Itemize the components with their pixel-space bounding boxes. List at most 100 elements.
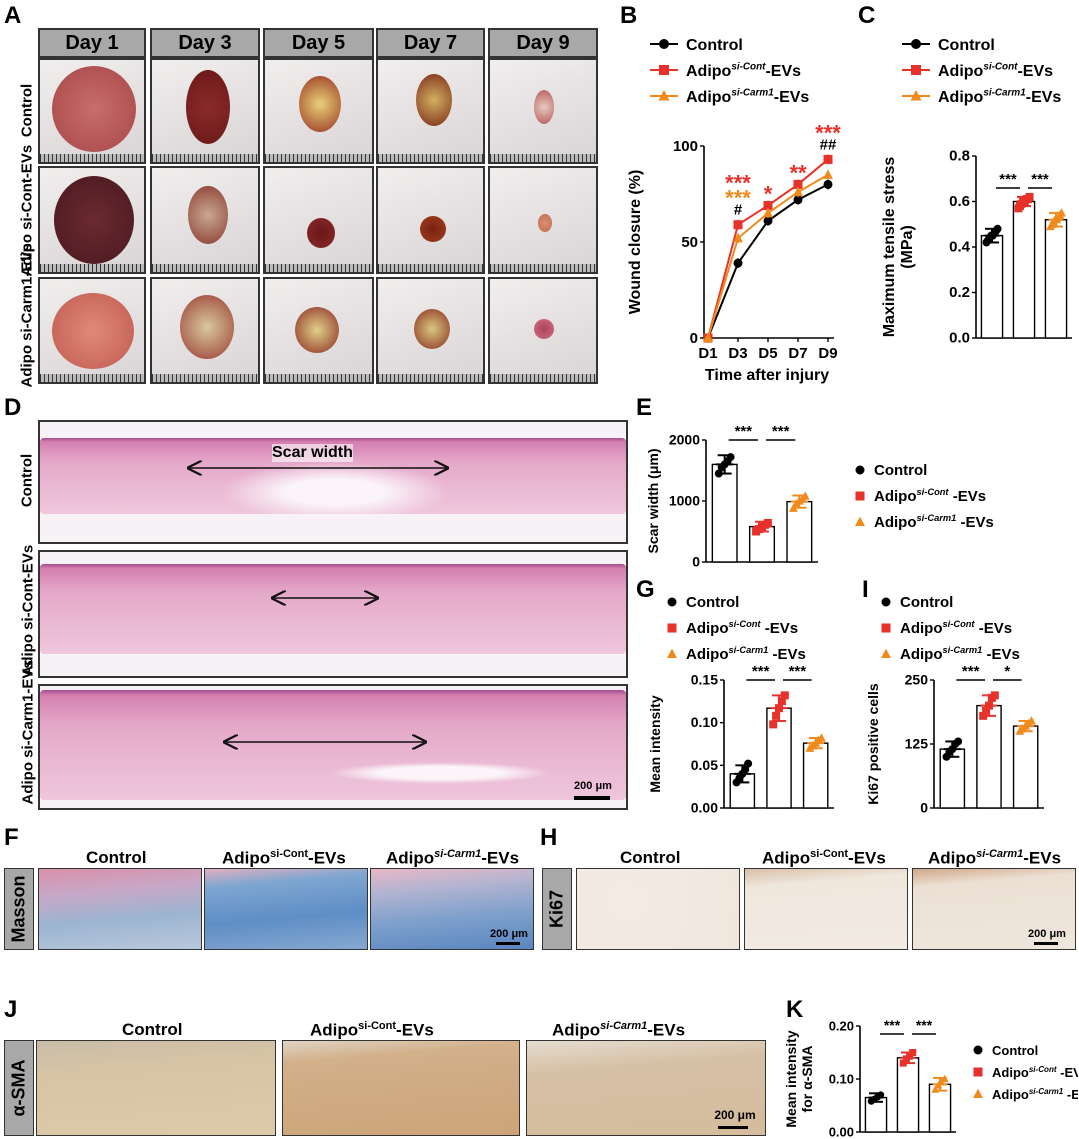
panel-label-f: F (4, 824, 19, 851)
ki67-image-sicarm (912, 868, 1076, 950)
chart-b-wound-closure: Control Adiposi-Cont-EVs Adiposi-Carm1-EVs… (627, 37, 841, 384)
chart-e-scar-width: 0 1000 2000 *** *** Scar width (μm) Control Adi… (645, 423, 994, 570)
significance-label: ** (789, 160, 807, 185)
legend-marker (973, 1045, 983, 1055)
bar (896, 1057, 920, 1133)
day-header: Day 3 (150, 28, 260, 58)
bar (711, 463, 738, 563)
title-sicont: Adiposi-Cont-EVs (222, 848, 346, 868)
y-tick-label: 250 (905, 672, 929, 688)
legend-marker (659, 65, 669, 75)
scale-bar (1034, 942, 1058, 945)
alpha-sma-image-sicarm (526, 1040, 766, 1136)
legend-marker (855, 516, 865, 527)
legend-label: Control (900, 594, 953, 611)
title-control: Control (122, 1020, 183, 1039)
data-point (906, 1052, 914, 1060)
scale-bar (718, 1126, 748, 1129)
panel-label-a: A (4, 2, 22, 29)
y-tick-label: 100 (673, 138, 698, 155)
data-point (982, 706, 991, 715)
y-tick-label: 0.10 (829, 1072, 854, 1087)
chart-i-ki67: Control Adiposi-Cont -EVs Adiposi-Carm1 -E… (865, 594, 1044, 816)
y-tick-label: 0.05 (691, 757, 718, 773)
legend-marker (911, 39, 921, 49)
legend-marker (659, 39, 669, 49)
significance-label: *** (772, 423, 790, 440)
he-section-control (38, 420, 628, 544)
y-tick-label: 0 (920, 800, 928, 816)
panel-label-b: B (620, 2, 638, 29)
he-section-sicont (38, 550, 628, 678)
y-tick-label: 0.8 (949, 148, 970, 165)
panel-label-g: G (636, 576, 655, 603)
y-tick-label: 50 (681, 234, 698, 251)
y-axis-label: Mean intensity (783, 1030, 799, 1127)
wound-photo (263, 58, 374, 164)
legend-label: Adiposi-Cont -EVs (992, 1065, 1078, 1080)
y-tick-label: 0.2 (949, 284, 970, 301)
legend-label: Adiposi-Carm1-EVs (686, 88, 809, 106)
wound-photo (376, 277, 485, 384)
x-axis-label: Time after injury (705, 367, 829, 384)
scale-bar-label: 200 μm (574, 780, 612, 792)
legend-label: Control (992, 1043, 1038, 1058)
data-point (793, 195, 803, 205)
legend-marker (911, 65, 921, 75)
significance-label: ## (820, 136, 837, 153)
significance-label: *** (725, 171, 751, 196)
legend-label: Adiposi-Carm1-EVs (938, 88, 1061, 106)
significance-label: *** (789, 663, 807, 680)
y-tick-label: 0 (692, 554, 700, 570)
chart-g-mean-intensity: Control Adiposi-Cont -EVs Adiposi-Carm1 -E… (647, 594, 834, 816)
scar-width-label: Scar width (272, 444, 353, 462)
significance-label: *** (725, 186, 751, 211)
chart-k-alpha-sma: 0.00 0.10 0.20 *** *** Mean intensity for α-SM… (783, 1018, 1078, 1139)
legend-marker (658, 90, 670, 101)
wound-photo (376, 58, 485, 164)
significance-label: *** (815, 120, 841, 145)
y-axis-label: Mean intensity (647, 695, 663, 792)
panel-label-e: E (636, 394, 653, 421)
title-sicarm: Adiposi-Carm1-EVs (386, 848, 520, 868)
legend-marker (973, 1067, 983, 1077)
scale-bar-label: 200 μm (1028, 928, 1066, 940)
significance-label: *** (916, 1018, 933, 1033)
y-tick-label: 2000 (669, 432, 700, 448)
x-tick-label: D1 (698, 345, 717, 362)
data-point (823, 179, 833, 189)
significance-label: *** (962, 663, 980, 680)
scar-width-arrows (0, 0, 610, 800)
wound-photo (263, 166, 374, 274)
legend-marker (910, 90, 922, 101)
panel-label-d: D (4, 394, 22, 421)
x-tick-label: D3 (728, 345, 747, 362)
wound-photo (38, 58, 146, 164)
legend-label: Adiposi-Cont -EVs (900, 619, 1012, 637)
alpha-sma-image-sicont (282, 1040, 520, 1136)
wound-photo (38, 166, 146, 274)
y-tick-label: 0.00 (829, 1125, 854, 1139)
y-tick-label: 0.4 (949, 239, 971, 256)
day-header: Day 1 (38, 28, 146, 58)
scale-bar-label: 200 μm (490, 928, 528, 940)
x-tick-label: D5 (758, 345, 777, 362)
bar (980, 234, 1004, 339)
data-point (703, 332, 713, 343)
x-tick-label: D7 (788, 345, 807, 362)
legend-label: Adiposi-Cont -EVs (874, 487, 986, 505)
legend-label: Adiposi-Carm1 -EVs (686, 645, 806, 663)
wound-photo (376, 166, 485, 274)
significance-label: * (764, 182, 773, 207)
y-axis-label: Scar width (μm) (645, 448, 661, 553)
significance-label: *** (884, 1018, 901, 1033)
y-tick-label: 0.6 (949, 193, 970, 210)
bar (1012, 200, 1036, 339)
data-point (793, 179, 803, 189)
legend-label: Adiposi-Cont -EVs (686, 619, 798, 637)
data-point (769, 720, 778, 729)
title-sicarm: Adiposi-Carm1-EVs (928, 848, 1062, 868)
bar (1044, 218, 1068, 339)
side-label-masson: Masson (4, 868, 34, 950)
significance-label: # (734, 202, 743, 219)
